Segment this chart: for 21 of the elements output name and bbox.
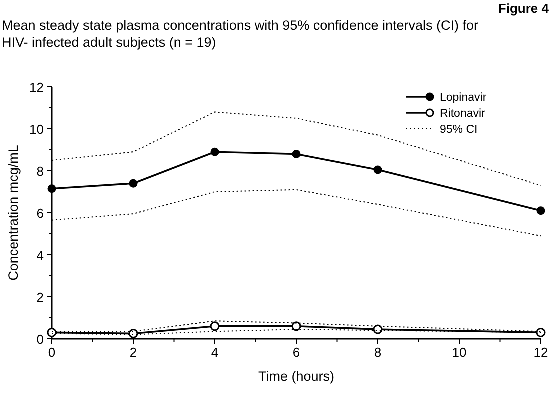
x-tick-label: 12 — [534, 345, 548, 360]
y-tick-label: 10 — [30, 122, 44, 137]
x-tick-label: 2 — [130, 345, 138, 360]
legend-label: Ritonavir — [440, 108, 486, 120]
chart-title: Mean steady state plasma concentrations with 95% confidence intervals (CI) for HIV- infected adult subjects (n = 19) — [2, 18, 479, 50]
x-tick-label: 0 — [48, 345, 56, 360]
y-tick-label: 2 — [36, 290, 44, 305]
legend-label: Lopinavir — [440, 92, 487, 104]
y-tick-label: 8 — [36, 164, 44, 179]
legend-label: 95% CI — [440, 124, 478, 136]
caption: Figure 4 — [498, 1, 550, 16]
x-axis-title: Time (hours) — [258, 369, 335, 384]
x-tick-label: 10 — [452, 345, 467, 360]
y-tick-label: 4 — [36, 248, 44, 263]
y-axis-title: Concentration mcg/mL — [6, 144, 21, 281]
x-tick-label: 8 — [374, 345, 382, 360]
y-tick-label: 6 — [36, 206, 44, 221]
x-tick-label: 6 — [292, 345, 300, 360]
x-tick-label: 4 — [211, 345, 219, 360]
y-tick-label: 0 — [36, 332, 44, 347]
y-tick-label: 12 — [30, 80, 44, 95]
